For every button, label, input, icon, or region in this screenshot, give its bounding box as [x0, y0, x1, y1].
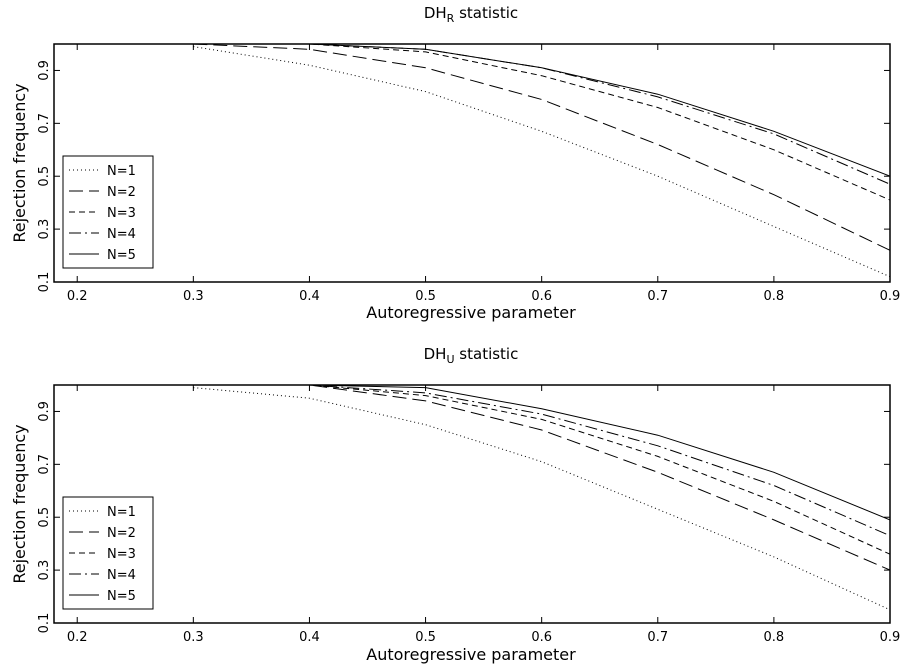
series-line-n4 — [193, 43, 891, 185]
chart-title: DHR statistic — [424, 4, 518, 25]
y-tick-label: 0.3 — [37, 219, 52, 240]
legend-label: N=1 — [107, 164, 136, 179]
legend-label: N=2 — [107, 526, 136, 541]
legend-label: N=3 — [107, 547, 136, 562]
series-line-n3 — [193, 43, 891, 201]
plot-frame — [53, 43, 891, 283]
y-ticks: 0.1 0.3 0.5 0.7 0.9 — [37, 60, 890, 292]
y-tick-label: 0.9 — [37, 60, 52, 81]
x-tick-label: 0.3 — [183, 289, 204, 304]
y-axis-label: Rejection frequency — [10, 424, 29, 583]
series-line-n1 — [193, 46, 891, 278]
series-line-n5 — [193, 384, 891, 521]
x-ticks: 0.2 0.3 0.4 0.5 0.6 0.7 0.8 0.9 — [67, 385, 900, 645]
y-tick-label: 0.5 — [37, 507, 52, 528]
legend-label: N=4 — [107, 568, 136, 583]
chart-title: DHU statistic — [424, 345, 519, 366]
plot-frame — [53, 384, 891, 624]
x-tick-label: 0.8 — [764, 289, 785, 304]
x-tick-label: 0.9 — [880, 630, 901, 645]
legend-label: N=2 — [107, 185, 136, 200]
x-tick-label: 0.4 — [299, 630, 320, 645]
series-line-n5 — [193, 43, 891, 177]
series-lines — [193, 43, 891, 278]
x-ticks: 0.2 0.3 0.4 0.5 0.6 0.7 0.8 0.9 — [67, 44, 900, 304]
legend-box — [62, 496, 154, 610]
y-tick-label: 0.1 — [37, 613, 52, 634]
series-line-n3 — [193, 384, 891, 555]
legend: N=1 N=2 N=3 N=4 N=5 — [62, 496, 154, 610]
legend-label: N=5 — [107, 248, 136, 263]
x-tick-label: 0.6 — [531, 289, 552, 304]
x-tick-label: 0.5 — [415, 630, 436, 645]
y-tick-label: 0.7 — [37, 454, 52, 475]
y-tick-label: 0.1 — [37, 272, 52, 293]
x-tick-label: 0.2 — [67, 289, 88, 304]
x-tick-label: 0.3 — [183, 630, 204, 645]
series-line-n4 — [193, 384, 891, 537]
series-line-n2 — [193, 43, 891, 251]
legend-box — [62, 155, 154, 269]
legend: N=1 N=2 N=3 N=4 N=5 — [62, 155, 154, 269]
x-tick-label: 0.7 — [647, 630, 668, 645]
x-axis-label: Autoregressive parameter — [366, 303, 576, 322]
y-tick-label: 0.3 — [37, 560, 52, 581]
series-lines — [193, 384, 891, 611]
x-tick-label: 0.5 — [415, 289, 436, 304]
x-tick-label: 0.9 — [880, 289, 901, 304]
x-axis-label: Autoregressive parameter — [366, 645, 576, 664]
y-ticks: 0.1 0.3 0.5 0.7 0.9 — [37, 401, 890, 633]
x-tick-label: 0.6 — [531, 630, 552, 645]
y-axis-label: Rejection frequency — [10, 83, 29, 242]
x-tick-label: 0.2 — [67, 630, 88, 645]
y-tick-label: 0.7 — [37, 113, 52, 134]
panel-dhr: DHR statistic 0.2 0.3 0.4 0.5 0.6 0.7 0.8 0.9 0… — [10, 4, 900, 322]
x-tick-label: 0.4 — [299, 289, 320, 304]
x-tick-label: 0.7 — [647, 289, 668, 304]
series-line-n2 — [193, 384, 891, 571]
panel-dhu: DHU statistic 0.2 0.3 0.4 0.5 0.6 0.7 0.8 0.9 0… — [10, 345, 900, 664]
legend-label: N=1 — [107, 505, 136, 520]
legend-label: N=5 — [107, 589, 136, 604]
series-line-n1 — [193, 387, 891, 611]
y-tick-label: 0.5 — [37, 166, 52, 187]
y-tick-label: 0.9 — [37, 401, 52, 422]
legend-label: N=3 — [107, 206, 136, 221]
legend-label: N=4 — [107, 227, 136, 242]
x-tick-label: 0.8 — [764, 630, 785, 645]
